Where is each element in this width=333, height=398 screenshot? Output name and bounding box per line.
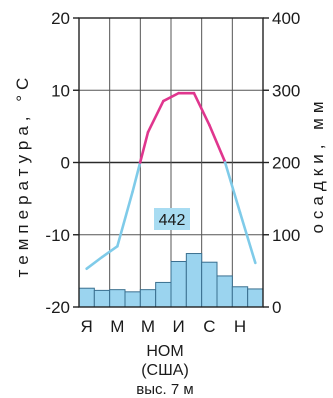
precipitation-tick-label: 200 bbox=[272, 154, 300, 173]
temperature-segment bbox=[162, 91, 180, 103]
temperature-tick-label: 10 bbox=[51, 81, 70, 100]
precipitation-bar bbox=[170, 260, 187, 308]
month-label: С bbox=[203, 317, 215, 336]
precipitation-bar bbox=[247, 288, 264, 308]
precipitation-bar bbox=[124, 291, 141, 308]
month-label: М bbox=[141, 317, 155, 336]
temperature-tick-label: 0 bbox=[61, 154, 70, 173]
total-precipitation-badge: 442 bbox=[154, 208, 190, 230]
precipitation-tick-label: 400 bbox=[272, 9, 300, 28]
temperature-segment bbox=[100, 245, 119, 259]
month-label: Я bbox=[81, 317, 93, 336]
temperature-segment bbox=[238, 211, 257, 265]
precipitation-bar bbox=[155, 281, 172, 308]
precipitation-bar bbox=[139, 289, 157, 308]
precipitation-axis-title: осадки, мм bbox=[308, 96, 327, 233]
month-label: М bbox=[110, 317, 124, 336]
precipitation-bar bbox=[201, 261, 218, 308]
total-precipitation-value: 442 bbox=[159, 212, 186, 229]
precipitation-bar bbox=[78, 287, 95, 308]
temperature-segment bbox=[223, 161, 242, 214]
precipitation-tick-label: 0 bbox=[272, 298, 281, 317]
temperature-segment bbox=[146, 99, 165, 134]
precipitation-bar bbox=[185, 253, 203, 308]
station-name: НОМ bbox=[146, 343, 183, 360]
month-label: И bbox=[173, 317, 185, 336]
temperature-line bbox=[85, 91, 257, 271]
temperature-segment bbox=[85, 255, 104, 271]
temperature-segment bbox=[138, 130, 150, 164]
temperature-tick-label: -10 bbox=[45, 226, 70, 245]
precipitation-bar bbox=[231, 286, 249, 308]
precipitation-bar bbox=[93, 289, 111, 308]
precipitation-tick-label: 300 bbox=[272, 81, 300, 100]
temperature-tick-label: -20 bbox=[45, 298, 70, 317]
temperature-axis-title: температура, °С bbox=[13, 73, 32, 278]
precipitation-bars bbox=[78, 253, 264, 308]
total-badge-background bbox=[154, 208, 190, 230]
temperature-segment bbox=[116, 190, 134, 248]
precipitation-bar bbox=[216, 275, 233, 308]
station-country: (США) bbox=[141, 362, 189, 379]
temperature-segment bbox=[131, 161, 142, 193]
temperature-segment bbox=[208, 123, 226, 163]
station-elevation: выс. 7 м bbox=[136, 381, 193, 398]
temperature-tick-label: 20 bbox=[51, 9, 70, 28]
month-label: Н bbox=[234, 317, 246, 336]
temperature-segment bbox=[192, 91, 211, 127]
precipitation-bar bbox=[109, 289, 126, 308]
precipitation-tick-label: 100 bbox=[272, 226, 300, 245]
